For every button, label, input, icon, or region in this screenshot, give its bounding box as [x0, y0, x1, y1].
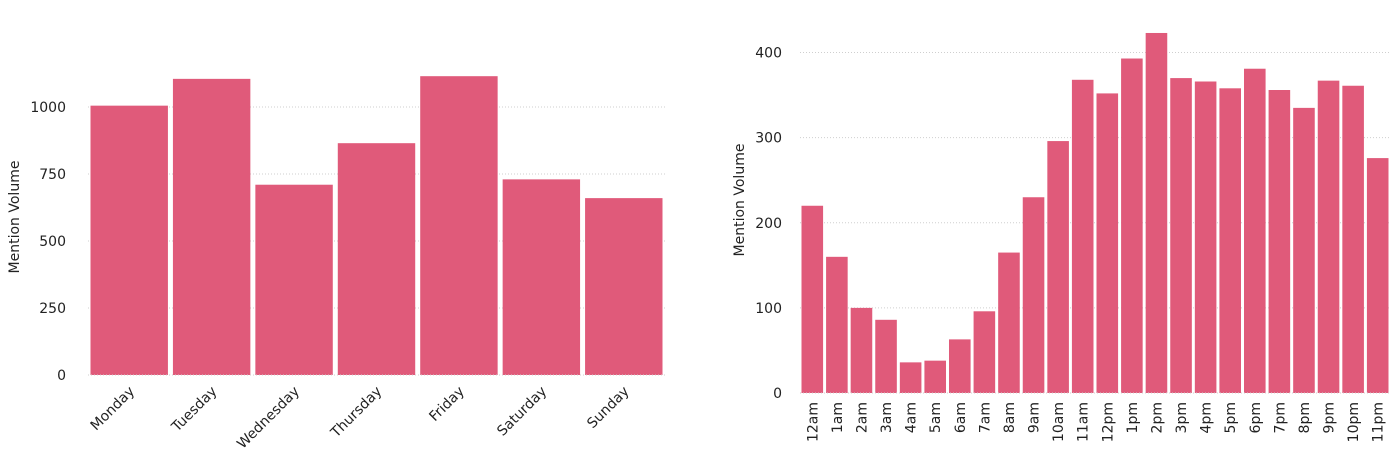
bar: [973, 311, 996, 393]
bar: [850, 307, 873, 393]
x-tick-label: Saturday: [494, 384, 550, 440]
y-tick-label: 0: [57, 368, 66, 384]
bar: [1366, 158, 1389, 393]
x-tick-label: 11am: [1076, 402, 1092, 442]
y-tick-label: 1000: [30, 100, 66, 116]
bar: [899, 362, 922, 393]
bar: [1317, 80, 1340, 394]
x-tick-label: 4am: [904, 402, 920, 433]
bar: [875, 319, 897, 393]
x-tick-label: 9am: [1027, 402, 1043, 433]
x-tick-label: Wednesday: [234, 384, 303, 453]
y-tick-label: 300: [755, 131, 782, 147]
bar: [998, 252, 1020, 393]
x-tick-label: 10pm: [1346, 402, 1362, 442]
x-tick-label: 3pm: [1174, 402, 1190, 433]
x-tick-label: 6pm: [1248, 402, 1264, 433]
bar: [337, 143, 416, 375]
x-tick-label: 6am: [953, 402, 969, 433]
x-tick-label: 11pm: [1371, 402, 1387, 442]
bar: [1121, 58, 1143, 393]
x-tick-label: 5pm: [1223, 402, 1239, 433]
y-tick-label: 250: [39, 301, 66, 317]
bar: [1342, 85, 1364, 393]
bar: [801, 205, 824, 393]
bar: [949, 339, 971, 393]
x-tick-label: 3am: [879, 402, 895, 433]
bar: [1244, 68, 1266, 393]
bar: [1047, 141, 1069, 393]
y-tick-label: 400: [755, 46, 782, 62]
x-tick-label: 10am: [1051, 402, 1067, 442]
bar: [1022, 197, 1045, 393]
bar: [1096, 93, 1119, 394]
bar: [420, 76, 498, 376]
x-tick-label: 8am: [1002, 402, 1018, 433]
x-tick-label: Tuesday: [168, 384, 220, 436]
x-tick-label: 5am: [928, 402, 944, 433]
x-tick-label: 1am: [830, 402, 846, 433]
x-tick-label: Friday: [426, 384, 467, 425]
x-tick-label: 12am: [805, 402, 821, 442]
x-tick-label: Sunday: [584, 384, 632, 432]
x-tick-label: 4pm: [1199, 402, 1215, 433]
day-of-week-chart: Mention Volume 0 250 500 750 1000 Monday Tuesd…: [7, 76, 665, 452]
bar: [1145, 32, 1168, 393]
bar: [255, 184, 333, 375]
x-tick-label: 8pm: [1297, 402, 1313, 433]
x-tick-label: 2pm: [1149, 402, 1165, 433]
x-tick-label: Monday: [88, 384, 138, 434]
bar: [1194, 81, 1217, 393]
y-tick-label: 750: [39, 167, 66, 183]
hour-of-day-chart: Mention Volume 0 100 200 300 400 12am 1am 2am 3a…: [732, 32, 1390, 442]
bar: [1268, 90, 1291, 393]
y-tick-label: 0: [773, 386, 782, 402]
bar: [924, 360, 946, 393]
bar: [172, 78, 251, 376]
y-axis-label: Mention Volume: [7, 161, 23, 274]
y-tick-label: 500: [39, 234, 66, 250]
bar: [502, 179, 581, 375]
bar: [1170, 78, 1192, 393]
bar: [826, 256, 848, 393]
x-tick-label: 12pm: [1100, 402, 1116, 442]
y-tick-label: 100: [755, 301, 782, 317]
x-tick-label: 2am: [854, 402, 870, 433]
x-tick-label: 7am: [977, 402, 993, 433]
y-axis-label: Mention Volume: [732, 144, 748, 257]
bar: [1071, 79, 1094, 394]
x-tick-label: Thursday: [327, 384, 385, 442]
x-tick-label: 9pm: [1322, 402, 1338, 433]
bar: [1219, 88, 1241, 394]
bar: [90, 105, 168, 375]
y-tick-label: 200: [755, 216, 782, 232]
bar: [585, 198, 663, 375]
x-tick-label: 7pm: [1272, 402, 1288, 433]
x-tick-label: 1pm: [1125, 402, 1141, 433]
bar: [1293, 107, 1315, 393]
